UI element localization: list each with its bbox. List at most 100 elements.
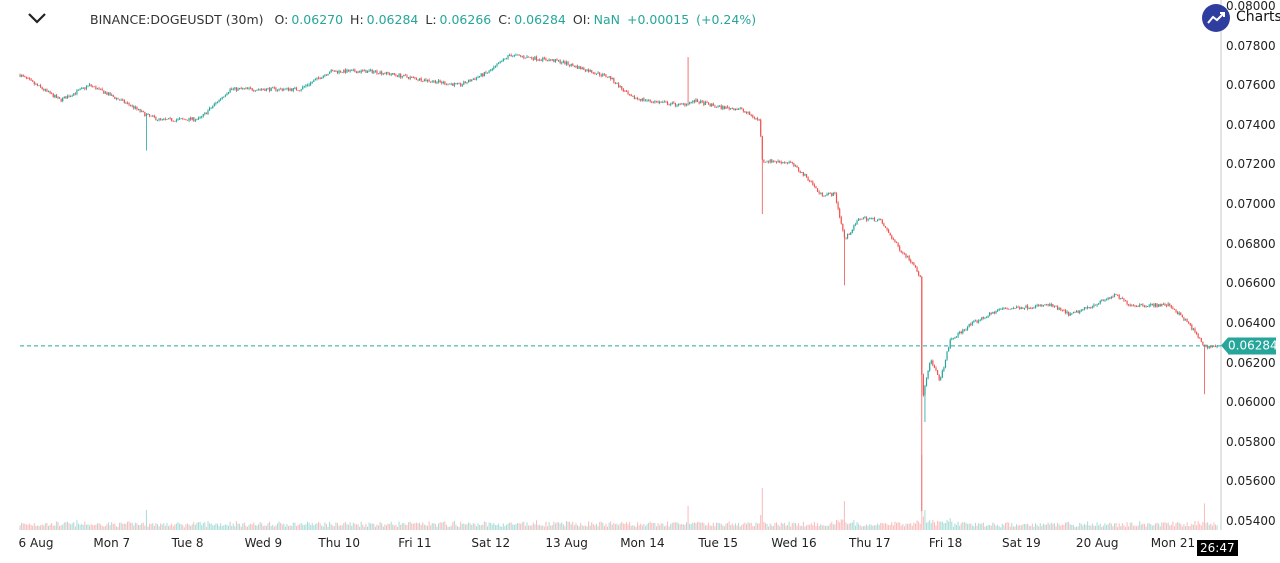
- volume-bar: [387, 523, 389, 530]
- candle-body: [707, 102, 710, 104]
- volume-bar: [690, 524, 692, 530]
- candle-body: [633, 96, 635, 99]
- volume-bar: [556, 522, 558, 530]
- candle-body: [333, 70, 335, 72]
- volume-bar: [498, 523, 500, 530]
- candle-body: [576, 65, 579, 69]
- candle-body: [676, 105, 678, 107]
- candle-body: [591, 70, 593, 73]
- candle-body: [322, 75, 324, 78]
- volume-bar: [332, 525, 334, 530]
- candle-body: [1038, 305, 1040, 306]
- candle-body: [436, 82, 438, 84]
- volume-bar: [340, 525, 342, 530]
- candle-body: [768, 161, 770, 163]
- volume-bar: [542, 525, 544, 530]
- volume-bar: [823, 525, 825, 530]
- candle-body: [332, 69, 334, 71]
- volume-bar: [523, 521, 525, 530]
- volume-bar: [141, 523, 143, 530]
- volume-bar: [1058, 524, 1060, 530]
- volume-bar: [415, 522, 417, 530]
- volume-bar: [528, 525, 530, 530]
- candle-body: [92, 86, 94, 87]
- volume-bar: [232, 523, 234, 530]
- candle-body: [1001, 308, 1003, 310]
- candle-body: [824, 195, 827, 197]
- change-percent: (+0.24%): [696, 12, 757, 27]
- volume-bar: [987, 524, 989, 530]
- volume-bar: [1057, 522, 1059, 530]
- candle-body: [130, 104, 132, 106]
- candle-body: [1098, 303, 1100, 305]
- candle-body: [213, 103, 215, 107]
- volume-bar: [993, 523, 995, 530]
- volume-bar: [810, 523, 812, 530]
- candle-body: [1214, 345, 1217, 347]
- volume-bar: [453, 520, 455, 530]
- volume-bar: [990, 525, 992, 530]
- candle-body: [957, 332, 959, 337]
- candle-body: [1112, 296, 1114, 298]
- volume-bar: [592, 524, 594, 530]
- candle-body: [1102, 299, 1104, 301]
- candle-body: [175, 119, 178, 122]
- volume-bar: [201, 525, 203, 530]
- volume-bar: [1199, 523, 1201, 530]
- candle-body: [829, 192, 831, 194]
- candle-body: [709, 103, 711, 107]
- volume-bar: [989, 524, 991, 530]
- candle-body: [336, 70, 339, 73]
- candle-body: [892, 238, 894, 240]
- candle-body: [550, 59, 552, 61]
- candle-body: [1022, 307, 1024, 309]
- charts-logo-icon[interactable]: [1202, 4, 1230, 32]
- volume-bar: [425, 525, 427, 530]
- candle-body: [614, 82, 617, 84]
- volume-bar: [1064, 522, 1066, 530]
- symbol-label[interactable]: BINANCE:DOGEUSDT (30m): [90, 12, 264, 27]
- volume-bar: [747, 522, 749, 530]
- collapse-chevron-icon[interactable]: [26, 8, 48, 28]
- volume-bar: [292, 522, 294, 530]
- candle-body: [542, 57, 544, 61]
- candle-body: [1123, 298, 1125, 301]
- candle-body: [720, 105, 722, 109]
- candle-body: [647, 99, 650, 101]
- candle-body: [526, 56, 528, 59]
- oi-label: OI:: [572, 12, 591, 27]
- volume-bar: [438, 523, 440, 530]
- candle-body: [881, 220, 883, 224]
- volume-bar: [460, 521, 462, 530]
- candle-body: [137, 109, 140, 110]
- volume-bar: [1031, 523, 1033, 530]
- candle-body: [414, 77, 416, 79]
- candle-body: [665, 101, 667, 103]
- candle-body: [940, 377, 942, 380]
- candle-body: [1148, 305, 1150, 307]
- volume-bar: [937, 520, 939, 530]
- volume-bar: [120, 522, 122, 530]
- candle-body: [946, 351, 948, 360]
- candle-body: [352, 69, 354, 71]
- volume-bar: [1173, 526, 1175, 530]
- candle-body: [1158, 304, 1160, 307]
- volume-bar: [916, 520, 918, 530]
- volume-bar: [842, 519, 844, 530]
- candle-body: [1090, 306, 1092, 308]
- candle-body: [692, 100, 694, 103]
- candle-body: [685, 103, 688, 106]
- candle-body: [715, 106, 718, 108]
- volume-bar: [586, 526, 588, 530]
- candle-body: [873, 217, 876, 222]
- volume-bar: [1094, 525, 1096, 530]
- volume-bar: [188, 524, 190, 530]
- volume-bar: [472, 522, 474, 530]
- candle-body: [141, 110, 143, 112]
- volume-bar: [1017, 525, 1019, 530]
- price-tick-label: 0.07000: [1226, 197, 1276, 212]
- volume-bar: [1001, 523, 1003, 530]
- volume-bar: [44, 523, 46, 530]
- candle-body: [846, 234, 849, 239]
